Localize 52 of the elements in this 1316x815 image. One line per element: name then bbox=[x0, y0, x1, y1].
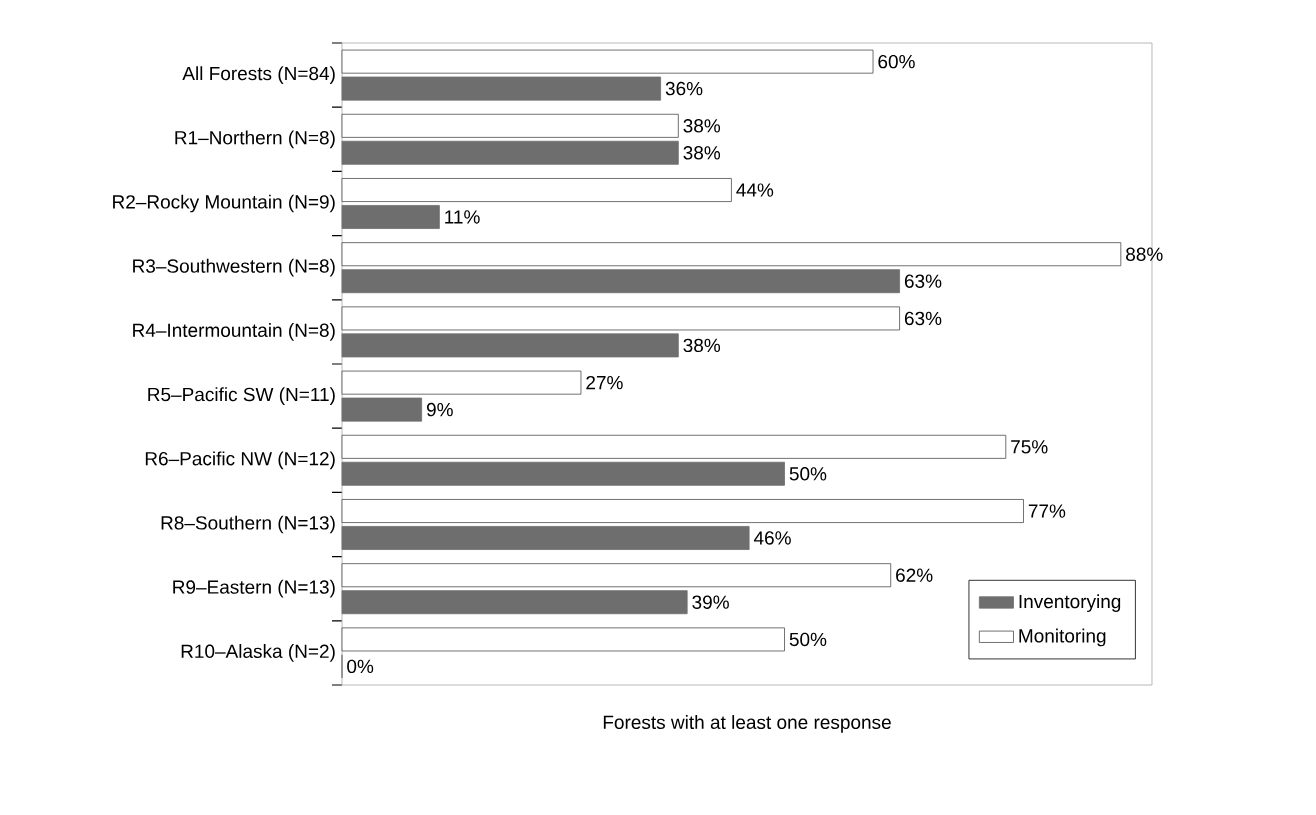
data-label: 36% bbox=[665, 81, 703, 96]
data-label: 75% bbox=[1011, 440, 1048, 454]
data-label: 38% bbox=[683, 146, 721, 160]
data-label: 46% bbox=[753, 531, 791, 545]
bar bbox=[341, 526, 750, 550]
bar bbox=[341, 434, 1007, 459]
y-tick-label: R4–Intermountain (N=8) bbox=[133, 323, 335, 341]
data-label: 39% bbox=[692, 595, 729, 609]
y-tick-label: R1–Northern (N=8) bbox=[175, 130, 335, 149]
bar bbox=[341, 113, 679, 138]
data-label: 63% bbox=[904, 311, 942, 326]
bar bbox=[341, 499, 1024, 523]
bar bbox=[341, 269, 900, 294]
legend-label: Inventorying bbox=[1019, 594, 1121, 613]
data-label: 60% bbox=[878, 54, 915, 69]
bar bbox=[341, 178, 732, 202]
data-label: 11% bbox=[445, 210, 480, 224]
data-label: 9% bbox=[426, 402, 453, 417]
bar bbox=[341, 140, 679, 165]
bar bbox=[341, 333, 679, 358]
x-axis-title: Forests with at least one response bbox=[603, 715, 891, 733]
data-label: 0% bbox=[347, 659, 374, 674]
data-label: 50% bbox=[789, 632, 827, 647]
data-label: 63% bbox=[904, 274, 942, 288]
bar bbox=[341, 397, 423, 422]
bar bbox=[341, 370, 582, 395]
data-label: 38% bbox=[683, 119, 721, 133]
y-tick-label: R2–Rocky Mountain (N=9) bbox=[113, 194, 335, 213]
y-tick-label: All Forests (N=84) bbox=[182, 66, 335, 84]
y-tick-label: R5–Pacific SW (N=11) bbox=[148, 387, 335, 405]
data-label: 50% bbox=[789, 467, 827, 481]
data-label: 38% bbox=[683, 338, 721, 353]
y-tick-label: R6–Pacific NW (N=12) bbox=[145, 451, 335, 470]
bar bbox=[341, 306, 900, 331]
bar bbox=[341, 205, 440, 229]
data-label: 88% bbox=[1126, 247, 1163, 261]
data-label: 27% bbox=[586, 375, 623, 390]
bar bbox=[341, 563, 892, 588]
bar bbox=[341, 590, 688, 615]
legend-label: Monitoring bbox=[1019, 628, 1106, 647]
y-tick-label: R9–Eastern (N=13) bbox=[173, 579, 335, 598]
bar bbox=[341, 49, 874, 74]
bar bbox=[341, 76, 662, 101]
y-tick-label: R10–Alaska (N=2) bbox=[181, 644, 335, 662]
data-label: 77% bbox=[1028, 504, 1066, 518]
data-label: 44% bbox=[736, 183, 774, 197]
y-tick-label: R8–Southern (N=13) bbox=[161, 515, 335, 534]
y-tick-label: R3–Southwestern (N=8) bbox=[133, 258, 335, 277]
bar bbox=[341, 461, 785, 486]
data-label: 62% bbox=[896, 568, 933, 582]
bar bbox=[341, 242, 1122, 267]
bar bbox=[341, 627, 785, 652]
